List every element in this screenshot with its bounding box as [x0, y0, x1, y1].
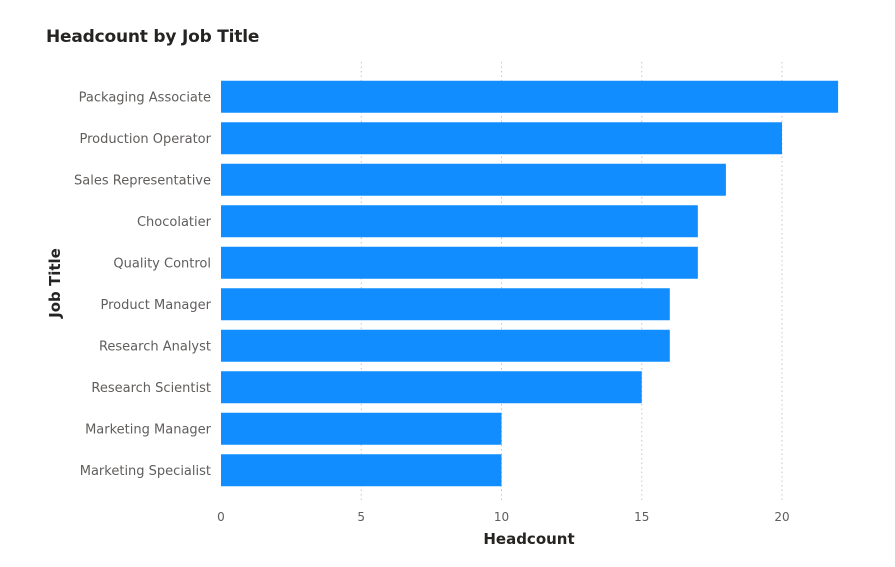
- bars: [221, 80, 839, 487]
- bar[interactable]: [221, 329, 670, 362]
- x-tick-label: 15: [634, 510, 649, 524]
- category-label: Marketing Manager: [85, 422, 212, 437]
- category-label: Product Manager: [101, 298, 212, 313]
- x-tick-label: 10: [494, 510, 509, 524]
- bar[interactable]: [221, 288, 670, 321]
- x-axis-title: Headcount: [483, 530, 574, 548]
- category-label: Chocolatier: [137, 215, 212, 230]
- bar[interactable]: [221, 246, 698, 279]
- category-label: Marketing Specialist: [80, 464, 211, 479]
- y-axis-title: Job Title: [46, 248, 64, 319]
- chart-title: Headcount by Job Title: [46, 27, 260, 47]
- bar[interactable]: [221, 80, 839, 113]
- bar[interactable]: [221, 122, 782, 155]
- category-label: Research Analyst: [99, 339, 211, 354]
- category-label: Quality Control: [113, 256, 211, 271]
- category-labels: Packaging Associate Production Operator Sa…: [74, 90, 212, 479]
- bar[interactable]: [221, 163, 726, 196]
- x-tick-label: 5: [357, 510, 365, 524]
- category-label: Packaging Associate: [79, 90, 211, 105]
- category-label: Sales Representative: [74, 173, 211, 188]
- bar[interactable]: [221, 371, 642, 404]
- bar[interactable]: [221, 205, 698, 238]
- bar[interactable]: [221, 412, 502, 445]
- category-label: Production Operator: [80, 132, 212, 147]
- x-tick-label: 0: [217, 510, 225, 524]
- x-axis-ticks: 0 5 10 15 20: [217, 510, 789, 524]
- category-label: Research Scientist: [91, 381, 211, 396]
- x-tick-label: 20: [774, 510, 789, 524]
- bar[interactable]: [221, 454, 502, 487]
